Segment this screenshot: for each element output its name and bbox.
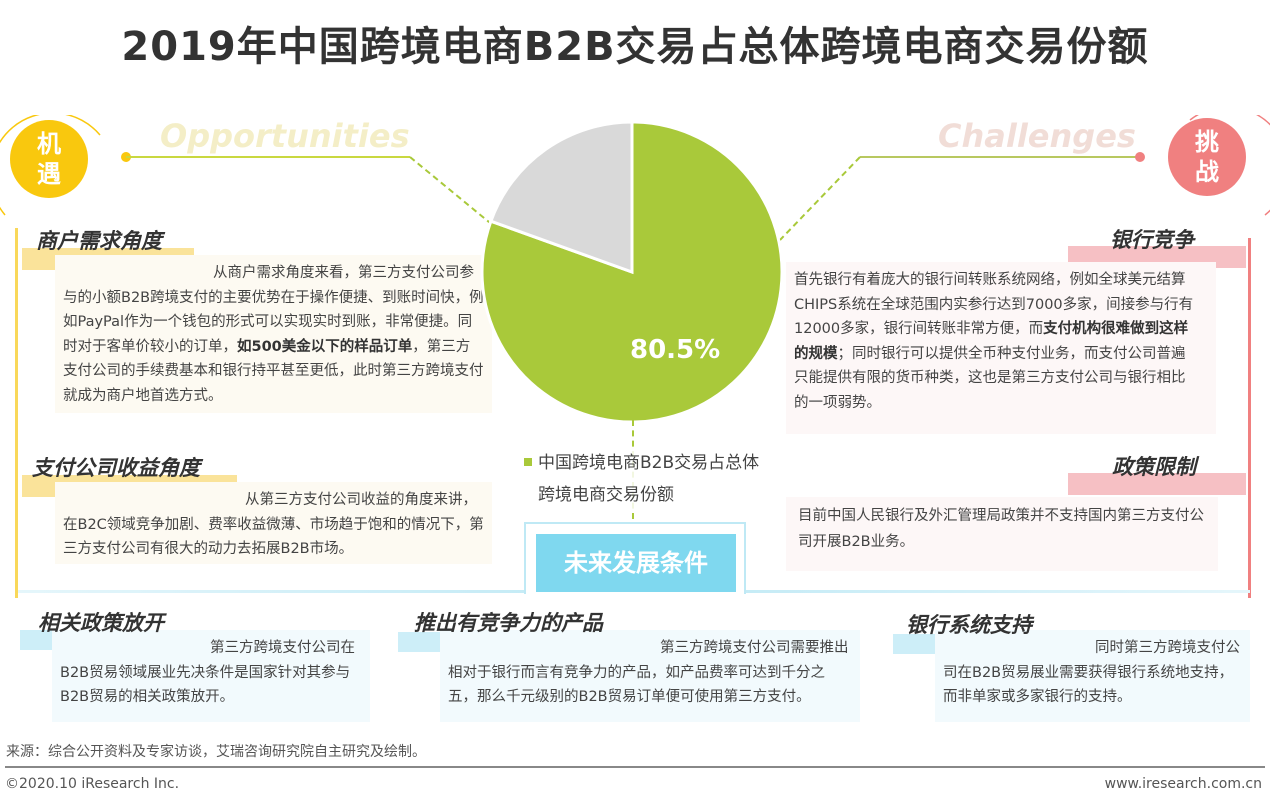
bank-competition-text: 首先银行有着庞大的银行间转账系统网络，例如全球美元结算CHIPS系统在全球范围内… [786,262,1216,434]
opportunities-label: Opportunities [160,117,410,155]
footer-divider [5,766,1265,768]
bank-support-text: 同时第三方跨境支付公司在B2B贸易展业需要获得银行系统地支持，而非单家或多家银行… [935,630,1250,722]
heading-policy-open: 相关政策放开 [38,611,164,635]
opportunity-connector [121,152,496,228]
pie-legend: 中国跨境电商B2B交易占总体跨境电商交易份额 [538,447,770,511]
pie-data-label: 80.5% [630,335,721,365]
challenge-connector [779,152,1145,241]
pie-slice-1 [488,120,634,275]
payment-revenue-text: 从第三方支付公司收益的角度来讲，在B2C领域竞争加剧、费率收益微薄、市场趋于饱和… [55,482,492,564]
opportunity-line [15,228,18,598]
pie-slice-0 [480,120,784,424]
opportunity-arc [0,115,101,216]
heading-merchant-demand: 商户需求角度 [36,229,162,253]
challenge-line [1248,238,1251,598]
heading-bank-competition: 银行竞争 [1110,228,1194,252]
copyright: ©2020.10 iResearch Inc. [5,776,180,792]
heading-payment-revenue: 支付公司收益角度 [32,456,200,480]
heading-bank-support: 银行系统支持 [906,613,1032,637]
heading-bar [1068,473,1246,495]
website: www.iresearch.com.cn [1104,776,1262,792]
challenges-label: Challenges [938,117,1136,155]
policy-restriction-text: 目前中国人民银行及外汇管理局政策并不支持国内第三方支付公司开展B2B业务。 [786,497,1218,571]
policy-open-text: 第三方跨境支付公司在B2B贸易领域展业先决条件是国家针对其参与B2B贸易的相关政… [52,630,370,722]
legend-swatch [524,458,532,466]
challenge-badge: 挑战 [1168,118,1246,196]
merchant-demand-text: 从商户需求角度来看，第三方支付公司参与的小额B2B跨境支付的主要优势在于操作便捷… [55,255,492,413]
future-title: 未来发展条件 [536,534,736,592]
pie-chart [480,120,784,424]
competitive-product-text: 第三方跨境支付公司需要推出相对于银行而言有竞争力的产品，如产品费率可达到千分之五… [440,630,860,722]
heading-policy-restriction: 政策限制 [1112,455,1196,479]
page-title: 2019年中国跨境电商B2B交易占总体跨境电商交易份额 [121,24,1149,70]
heading-competitive-product: 推出有竞争力的产品 [414,611,603,635]
opportunity-badge: 机遇 [10,120,88,198]
source-note: 来源：综合公开资料及专家访谈，艾瑞咨询研究院自主研究及绘制。 [6,744,426,760]
